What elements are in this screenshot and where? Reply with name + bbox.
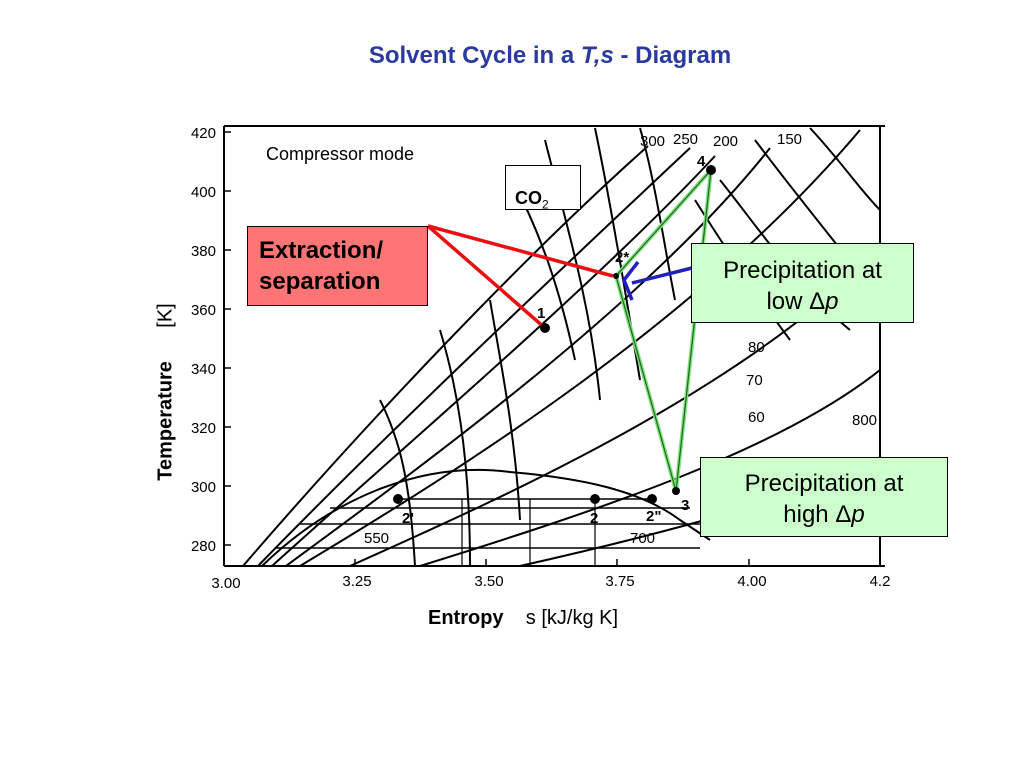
isobar-label: 70 — [746, 372, 763, 389]
precipitation-high-line1: Precipitation at — [744, 470, 904, 497]
isochore-line — [379, 399, 416, 567]
isobar-label: 250 — [673, 131, 698, 148]
y-tick-label: 400 — [191, 184, 216, 201]
title-symbol-t: T — [580, 42, 594, 69]
cycle-path — [614, 168, 713, 493]
y-tick-label: 420 — [191, 125, 216, 142]
isobar-line — [285, 147, 771, 567]
state-point-2dblprime — [647, 494, 657, 504]
state-point-2star — [613, 273, 619, 279]
state-point-4 — [706, 165, 716, 175]
y-axis-ticks — [224, 131, 231, 546]
x-tick-label: 4.00 — [737, 573, 766, 590]
x-tick-label: 4.2 — [870, 573, 891, 590]
y-tick-labels: 420 400 380 360 340 320 300 280 — [191, 125, 216, 555]
y-axis-unit: [K] — [154, 303, 177, 328]
title-comma: , — [593, 42, 601, 69]
pressure-symbol: p — [851, 501, 865, 528]
isobar-label: 80 — [748, 339, 765, 356]
extraction-line: Extraction/ — [259, 237, 384, 264]
high-prefix: high — [783, 501, 836, 528]
y-tick-label: 320 — [191, 420, 216, 437]
precipitation-low-line2: low Δp — [692, 286, 913, 317]
y-axis-name: Temperature — [154, 361, 177, 481]
isobar-label: 800 — [852, 412, 877, 429]
isobar-line — [242, 145, 649, 567]
x-tick-label: 3.50 — [474, 573, 503, 590]
state-label-2dblprime: 2" — [646, 508, 661, 525]
title-text: Solvent Cycle in a — [368, 42, 581, 69]
x-axis-unit: s [kJ/kg K] — [525, 607, 619, 629]
state-point-labels: 1 2 2' 2" 2* 3 4 — [402, 153, 706, 527]
two-phase-lines — [275, 498, 700, 549]
isobar-lines — [242, 129, 881, 567]
isobar-label: 200 — [713, 133, 738, 150]
x-tick-label: 3.00 — [211, 575, 240, 592]
isobar-label: 150 — [777, 131, 802, 148]
state-point-2 — [590, 494, 600, 504]
x-axis-title: Entropy s [kJ/kg K] — [428, 607, 618, 630]
x-tick-label: 3.75 — [605, 573, 634, 590]
x-tick-labels: 3.00 3.25 3.50 3.75 4.00 4.2 — [211, 573, 890, 592]
pressure-symbol: p — [825, 288, 839, 315]
x-tick-label: 3.25 — [342, 573, 371, 590]
y-tick-label: 380 — [191, 243, 216, 260]
y-tick-label: 300 — [191, 479, 216, 496]
x-axis-name: Entropy — [428, 607, 504, 629]
isochore-line — [809, 127, 881, 211]
extraction-pointer — [426, 224, 614, 330]
compressor-mode-label: Compressor mode — [266, 144, 415, 164]
state-point-1 — [540, 323, 550, 333]
quality-lines — [461, 499, 596, 566]
isobar-label: 300 — [640, 133, 665, 150]
precipitation-high-line2: high Δp — [701, 499, 947, 530]
isobar-label: 60 — [748, 409, 765, 426]
state-point-3 — [672, 487, 680, 495]
title-symbol-s: s — [600, 42, 614, 69]
state-label-2: 2 — [590, 510, 598, 527]
delta-symbol: Δ — [835, 501, 852, 528]
extraction-separation-box: Extraction/ separation — [247, 226, 428, 306]
precipitation-high-box: Precipitation at high Δp — [700, 457, 948, 537]
y-tick-label: 340 — [191, 361, 216, 378]
state-label-3: 3 — [681, 497, 689, 514]
isobar-line — [257, 147, 691, 567]
low-prefix: low — [766, 288, 810, 315]
isobar-line — [299, 129, 861, 567]
state-point-2prime — [393, 494, 403, 504]
isochore-line — [489, 299, 521, 521]
precipitation-low-box: Precipitation at low Δp — [691, 243, 914, 323]
isobar-line — [419, 369, 881, 567]
low-dp-pointer — [622, 260, 693, 301]
substance-label: CO2 — [505, 165, 581, 212]
cycle-path-core — [615, 168, 712, 492]
isochore-line — [639, 127, 676, 301]
state-label-2prime: 2' — [402, 510, 414, 527]
isobar-labels: 300 250 200 150 80 70 60 800 550 700 — [364, 131, 877, 547]
state-label-4: 4 — [697, 153, 706, 170]
substance-subscript: 2 — [542, 197, 549, 212]
slide-title: Solvent Cycle in a T,s - Diagram — [0, 42, 1024, 70]
precipitation-low-line1: Precipitation at — [723, 257, 882, 284]
y-tick-label: 280 — [191, 538, 216, 555]
state-points — [393, 165, 716, 504]
state-label-1: 1 — [537, 305, 545, 322]
isobar-line — [271, 155, 716, 567]
isobar-label: 700 — [630, 530, 655, 547]
y-tick-label: 360 — [191, 302, 216, 319]
delta-symbol: Δ — [809, 288, 826, 315]
substance-text: CO — [515, 188, 542, 208]
isobar-label: 550 — [364, 530, 389, 547]
separation-line: separation — [259, 268, 381, 295]
title-suffix: - Diagram — [613, 42, 732, 69]
state-label-2star: 2* — [615, 249, 629, 266]
saturation-dome — [261, 468, 711, 567]
